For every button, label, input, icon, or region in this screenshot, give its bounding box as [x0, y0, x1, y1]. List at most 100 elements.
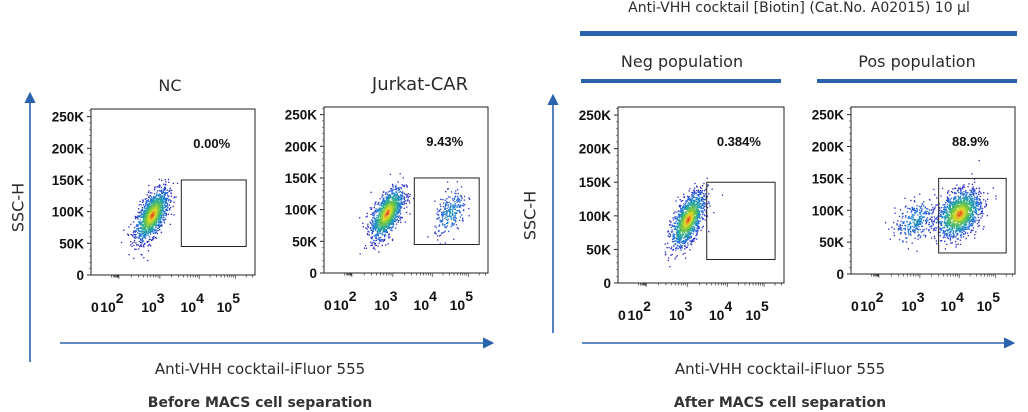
- event-dot: [142, 219, 145, 221]
- event-dot: [390, 196, 392, 199]
- event-dot: [384, 231, 386, 233]
- event-dot: [679, 237, 681, 239]
- event-dot: [694, 192, 696, 194]
- event-dot: [689, 219, 691, 221]
- event-dot: [695, 222, 698, 224]
- event-dot: [163, 198, 165, 200]
- event-dot: [381, 234, 383, 236]
- event-dot: [915, 210, 917, 212]
- event-dot: [387, 211, 389, 213]
- event-dot: [134, 215, 136, 218]
- event-dot: [161, 211, 163, 214]
- event-dot: [380, 238, 382, 240]
- event-dot: [160, 214, 163, 217]
- event-dot: [150, 202, 153, 204]
- event-dot: [146, 223, 148, 225]
- event-dot: [155, 227, 157, 229]
- event-dot: [686, 214, 689, 216]
- event-dot: [455, 190, 457, 192]
- event-dot: [152, 213, 154, 215]
- event-dot: [689, 235, 692, 238]
- event-dot: [378, 207, 381, 210]
- event-dot: [690, 204, 692, 206]
- event-dot: [391, 205, 393, 207]
- event-dot: [920, 219, 922, 221]
- event-dot: [675, 247, 677, 249]
- event-dot: [385, 196, 387, 198]
- event-dot: [917, 238, 919, 240]
- event-dot: [384, 217, 386, 219]
- event-dot: [144, 214, 146, 216]
- event-dot: [395, 194, 397, 196]
- event-dot: [142, 240, 145, 242]
- event-dot: [687, 204, 690, 206]
- event-dot: [383, 233, 385, 236]
- event-dot: [376, 218, 378, 220]
- event-dot: [693, 208, 695, 210]
- event-dot: [669, 235, 672, 237]
- event-dot: [385, 244, 387, 246]
- event-dot: [166, 189, 168, 191]
- event-dot: [391, 238, 394, 240]
- event-dot: [679, 240, 681, 242]
- event-dot: [385, 192, 387, 194]
- event-dot: [406, 206, 408, 208]
- event-dot: [689, 236, 691, 238]
- event-dot: [696, 214, 698, 216]
- event-dot: [925, 228, 928, 230]
- event-dot: [457, 195, 459, 198]
- event-dot: [155, 204, 157, 206]
- event-dot: [912, 229, 914, 231]
- event-dot: [687, 220, 690, 222]
- event-dot: [385, 204, 388, 207]
- event-dot: [370, 241, 372, 243]
- event-dot: [917, 235, 919, 237]
- event-dot: [676, 238, 678, 240]
- event-dot: [707, 185, 709, 187]
- event-dot: [150, 207, 152, 209]
- event-dot: [682, 206, 684, 209]
- event-dot: [673, 245, 675, 247]
- event-dot: [392, 196, 394, 198]
- event-dot: [921, 225, 923, 227]
- event-dot: [151, 202, 154, 204]
- event-dot: [686, 230, 689, 233]
- event-dot: [380, 220, 382, 222]
- event-dot: [680, 238, 682, 241]
- event-dot: [921, 225, 924, 227]
- event-dot: [146, 214, 149, 216]
- event-dot: [377, 234, 379, 236]
- event-dot: [154, 206, 156, 209]
- event-dot: [921, 230, 924, 233]
- event-dot: [700, 207, 702, 209]
- event-dot: [157, 205, 160, 207]
- event-dot: [688, 228, 690, 230]
- event-dot: [377, 210, 379, 212]
- event-dot: [446, 222, 449, 224]
- event-dot: [165, 199, 168, 202]
- event-dot: [141, 234, 143, 236]
- event-dot: [374, 210, 377, 213]
- event-dot: [150, 226, 153, 228]
- event-dot: [678, 235, 680, 237]
- plot-frame: [323, 106, 489, 274]
- event-dot: [441, 220, 444, 222]
- event-dot: [449, 205, 452, 207]
- event-dot: [378, 238, 381, 240]
- event-dot: [159, 185, 161, 187]
- event-dot: [136, 217, 138, 219]
- event-dot: [691, 208, 694, 210]
- event-dot: [696, 226, 699, 228]
- event-dot: [140, 221, 142, 223]
- event-dot: [139, 235, 141, 237]
- event-dot: [381, 227, 383, 230]
- event-dot: [387, 217, 389, 219]
- event-dot: [699, 203, 702, 205]
- event-dot: [156, 204, 158, 206]
- event-dot: [704, 199, 706, 201]
- event-dot: [160, 212, 162, 214]
- event-dot: [142, 229, 144, 231]
- event-dot: [685, 223, 687, 225]
- event-dot: [692, 219, 695, 221]
